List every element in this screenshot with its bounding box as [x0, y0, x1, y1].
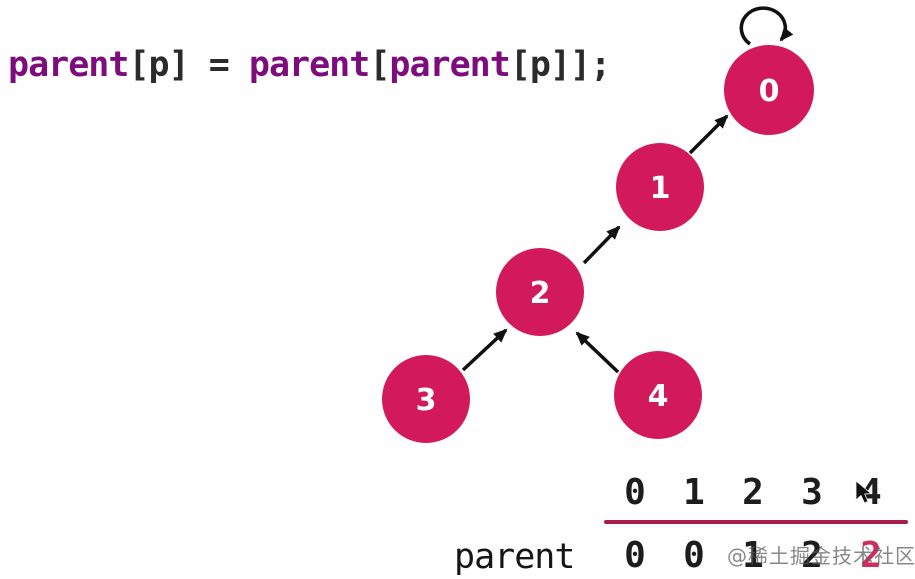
- svg-text:0: 0: [759, 74, 780, 109]
- self-loop-arrow: [739, 6, 794, 46]
- edge-arrow-2-to-1: [582, 225, 621, 265]
- tree-node-0: 0: [724, 45, 814, 135]
- svg-text:2: 2: [530, 276, 551, 311]
- tree-node-2: 2: [496, 248, 584, 336]
- index-cell: 1: [683, 472, 705, 513]
- code-token: [p] =: [128, 45, 249, 85]
- parent-value-cell: 0: [624, 535, 646, 576]
- index-cell: 0: [624, 472, 646, 513]
- code-token-keyword: parent: [8, 45, 129, 85]
- edge-arrow-3-to-2: [461, 328, 508, 372]
- parent-value-cell: 1: [742, 535, 764, 576]
- watermark-text: @稀土掘金技术社区: [727, 544, 915, 568]
- table-rule-line: [604, 520, 908, 524]
- svg-text:3: 3: [416, 383, 437, 418]
- svg-text:4: 4: [648, 379, 669, 414]
- tree-node-4: 4: [614, 351, 702, 439]
- parent-value-cell: 0: [683, 535, 705, 576]
- tree-node-1: 1: [616, 143, 704, 231]
- parent-value-cell-highlighted: 2: [860, 535, 882, 576]
- table-index-row: 0 1 2 3 4: [606, 473, 900, 513]
- code-snippet: parent[p] = parent[parent[p]];: [8, 44, 611, 86]
- index-cell: 4: [860, 472, 882, 513]
- code-token: [: [369, 45, 390, 85]
- parent-row-label: parent: [454, 537, 575, 577]
- index-cell: 3: [801, 472, 823, 513]
- edge-arrow-1-to-0: [688, 114, 729, 155]
- code-token-keyword: parent: [389, 45, 510, 85]
- parent-value-cell: 2: [801, 535, 823, 576]
- table-value-row: 0 0 1 2 2: [606, 536, 900, 576]
- edge-arrow-4-to-2: [575, 331, 620, 374]
- svg-text:1: 1: [650, 171, 671, 206]
- tree-node-3: 3: [382, 355, 470, 443]
- code-token-keyword: parent: [248, 45, 370, 85]
- index-cell: 2: [742, 472, 764, 513]
- code-token: [p]];: [509, 45, 611, 85]
